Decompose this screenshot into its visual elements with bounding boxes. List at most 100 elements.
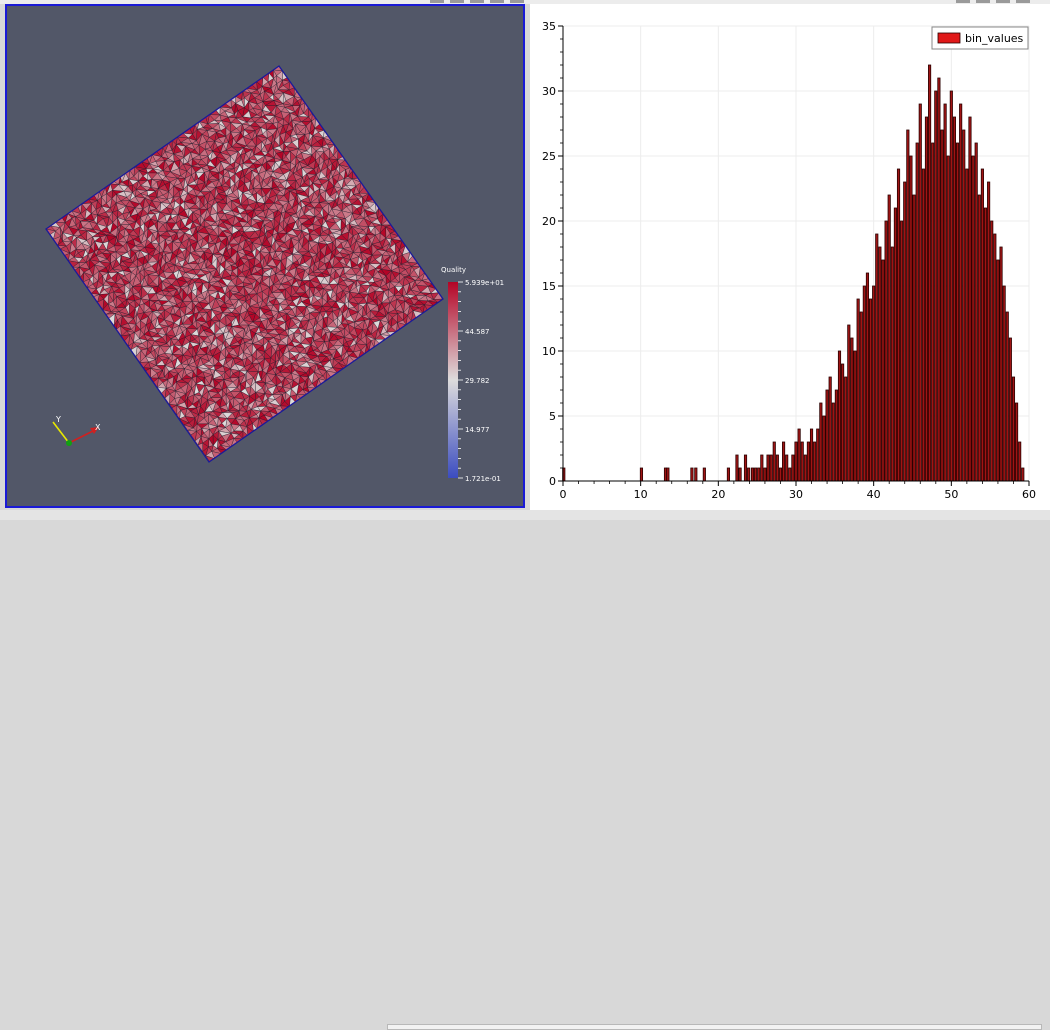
mesh-triangles xyxy=(46,66,443,462)
y-tick-label: 0 xyxy=(549,475,556,488)
histogram-bar xyxy=(983,207,988,482)
toolbar-button[interactable] xyxy=(510,0,524,3)
histogram-bar xyxy=(931,142,935,482)
colorbar-label-min: 1.721e-01 xyxy=(465,475,501,483)
histogram-bar xyxy=(955,142,960,482)
histogram-bar xyxy=(782,441,786,482)
histogram-chart[interactable]: 0 10 20 30 40 50 60 0 5 10 15 20 25 30 35 bin_values xyxy=(530,4,1050,510)
histogram-bar xyxy=(837,350,842,482)
histogram-bar xyxy=(971,155,975,482)
histogram-bar xyxy=(1008,337,1012,482)
histogram-bar xyxy=(775,454,779,482)
y-tick-label: 25 xyxy=(542,150,556,163)
top-toolbar-strip xyxy=(0,0,1050,4)
x-tick-label: 10 xyxy=(634,488,648,501)
histogram-bar xyxy=(1015,402,1019,482)
histogram-bar xyxy=(822,415,826,482)
histogram-bar xyxy=(915,142,919,482)
histogram-bar xyxy=(803,454,807,482)
histogram-bar xyxy=(921,168,925,482)
histogram-bar xyxy=(816,428,820,482)
histogram-bar xyxy=(872,285,876,482)
toolbar-button[interactable] xyxy=(490,0,504,3)
histogram-bar xyxy=(959,103,963,482)
histogram-bar xyxy=(785,454,789,482)
histogram-bar xyxy=(1018,441,1022,482)
x-tick-label: 60 xyxy=(1022,488,1036,501)
histogram-bar xyxy=(828,376,832,482)
histogram-bar xyxy=(791,454,795,482)
histogram-bar xyxy=(949,90,953,482)
histogram-bar xyxy=(809,428,814,482)
histogram-bar xyxy=(806,441,810,482)
mesh-render[interactable]: Quality 5.939e+01 44.587 29.782 14.977 1… xyxy=(7,6,523,506)
histogram-bar xyxy=(881,259,885,482)
toolbar-button[interactable] xyxy=(956,0,970,3)
histogram-bar xyxy=(763,467,767,482)
histogram-bar xyxy=(772,441,776,482)
y-tick-label: 15 xyxy=(542,280,556,293)
histogram-bar xyxy=(666,467,670,482)
histogram-bar xyxy=(760,454,764,482)
x-tick-label: 20 xyxy=(711,488,725,501)
y-tick-label: 35 xyxy=(542,20,556,33)
histogram-bar xyxy=(878,246,882,482)
horizontal-scrollbar[interactable] xyxy=(387,1024,1042,1030)
chart-legend[interactable]: bin_values xyxy=(931,26,1029,50)
histogram-bar xyxy=(743,454,748,482)
toolbar-button[interactable] xyxy=(470,0,484,3)
histogram-bar xyxy=(943,103,947,482)
toolbar-button[interactable] xyxy=(450,0,464,3)
histogram-bar xyxy=(831,402,835,482)
histogram-bar xyxy=(735,454,739,482)
histogram-bar xyxy=(841,363,845,482)
histogram-bar xyxy=(909,155,913,482)
colorbar[interactable] xyxy=(448,282,458,478)
orientation-axes-icon: Y X xyxy=(52,415,101,446)
histogram-bar xyxy=(747,467,751,482)
toolbar-button[interactable] xyxy=(1016,0,1030,3)
x-tick-label: 30 xyxy=(789,488,803,501)
toolbar-button[interactable] xyxy=(996,0,1010,3)
colorbar-label-max: 5.939e+01 xyxy=(465,279,504,287)
histogram-bar xyxy=(819,402,823,482)
histogram-bar xyxy=(788,467,792,482)
histogram-bar xyxy=(794,441,798,482)
histogram-bar xyxy=(999,246,1003,482)
histogram-bar xyxy=(968,116,972,482)
histogram-bar xyxy=(856,298,860,482)
histogram-bar xyxy=(778,467,783,482)
bottom-toolbar xyxy=(0,510,1050,1030)
histogram-bar xyxy=(962,129,966,482)
y-tick-label: 30 xyxy=(542,85,556,98)
histogram-view[interactable]: 0 10 20 30 40 50 60 0 5 10 15 20 25 30 35 bin_values xyxy=(530,4,1050,510)
histogram-bar xyxy=(924,116,929,482)
histogram-bar xyxy=(853,350,857,482)
y-tick-label: 10 xyxy=(542,345,556,358)
histogram-bar xyxy=(694,467,698,482)
y-tick-label: 20 xyxy=(542,215,556,228)
histogram-bar xyxy=(834,389,838,482)
histogram-bar xyxy=(769,454,773,482)
histogram-bar xyxy=(946,155,950,482)
render-view[interactable]: Quality 5.939e+01 44.587 29.782 14.977 1… xyxy=(5,4,525,508)
colorbar-label: 44.587 xyxy=(465,328,490,336)
y-tick-label: 5 xyxy=(549,410,556,423)
histogram-bar xyxy=(1005,311,1009,482)
histogram-bar xyxy=(887,194,891,482)
histogram-bar xyxy=(928,64,932,482)
colorbar-label: 14.977 xyxy=(465,426,490,434)
toolbar-button[interactable] xyxy=(430,0,444,3)
histogram-bar xyxy=(1011,376,1016,482)
histogram-bar xyxy=(750,467,755,482)
x-tick-label: 40 xyxy=(867,488,881,501)
histogram-bar xyxy=(862,285,866,482)
histogram-bar xyxy=(974,142,978,482)
histogram-bar xyxy=(847,324,851,482)
histogram-bar xyxy=(977,194,981,482)
histogram-bar xyxy=(813,441,817,482)
toolbar-button[interactable] xyxy=(976,0,990,3)
histogram-bar xyxy=(906,129,910,482)
histogram-bar xyxy=(754,467,758,482)
histogram-bar xyxy=(884,220,888,482)
